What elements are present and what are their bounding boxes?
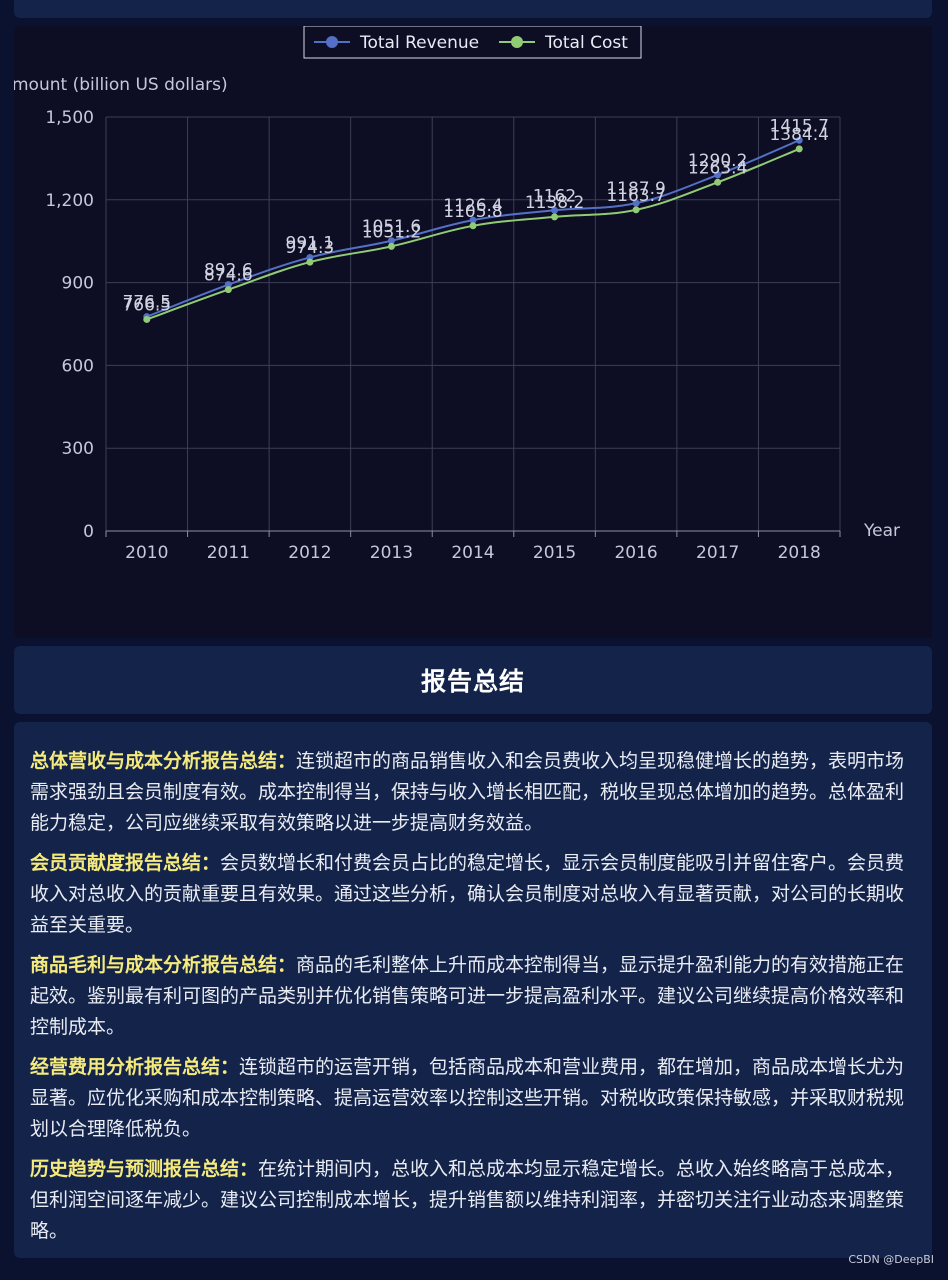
y-tick-label: 300 — [62, 439, 94, 459]
data-point — [143, 315, 151, 323]
y-tick-label: 0 — [83, 522, 94, 542]
data-label: 776.5 — [122, 293, 171, 313]
data-point — [551, 213, 559, 221]
summary-item-label: 经营费用分析报告总结： — [30, 1056, 240, 1078]
x-tick-label: 2014 — [451, 543, 494, 563]
chart-panel: 0 300 600 900 1,200 1,500 2010 2011 2012 2013 2014… — [14, 26, 932, 638]
data-label: 874.6 — [204, 266, 253, 286]
data-point — [714, 171, 722, 179]
legend-swatch-marker — [326, 36, 338, 48]
summary-item-text: 连锁超市的商品销售收入和会员费收入均呈现稳健增长的趋势，表明市场需求强劲且会员制… — [30, 750, 905, 834]
data-point — [551, 206, 559, 214]
x-axis-title: Year — [863, 521, 900, 541]
data-label: 991.1 — [286, 233, 335, 253]
summary-item-gross-margin: 商品毛利与成本分析报告总结：商品的毛利整体上升而成本控制得当，显示提升盈利能力的… — [30, 950, 908, 1043]
x-tick-label: 2012 — [288, 543, 331, 563]
y-axis-title: mount (billion US dollars) — [14, 75, 228, 95]
y-tick-label: 600 — [62, 356, 94, 376]
x-tick-label: 2016 — [614, 543, 657, 563]
data-label: 892.6 — [204, 261, 253, 281]
summary-body: 总体营收与成本分析报告总结：连锁超市的商品销售收入和会员费收入均呈现稳健增长的趋… — [14, 722, 932, 1258]
x-tick-label: 2010 — [125, 543, 168, 563]
summary-item-history-forecast: 历史趋势与预测报告总结：在统计期间内，总收入和总成本均显示稳定增长。总收入始终略… — [30, 1154, 908, 1247]
data-label: 1163.7 — [606, 186, 665, 206]
legend-item-label: Total Cost — [544, 33, 628, 53]
legend-box — [303, 26, 642, 59]
data-point — [795, 145, 803, 153]
summary-header: 报告总结 — [14, 646, 932, 714]
summary-item-label: 历史趋势与预测报告总结： — [30, 1158, 259, 1180]
data-point — [306, 258, 314, 266]
data-label: 766.5 — [122, 295, 171, 315]
data-label: 1187.9 — [606, 179, 665, 199]
watermark: CSDN @DeepBI — [848, 1253, 934, 1266]
summary-item-label: 总体营收与成本分析报告总结： — [30, 750, 297, 772]
data-label: 1031.2 — [362, 222, 421, 242]
x-tick-label: 2018 — [778, 543, 821, 563]
summary-item-text: 商品的毛利整体上升而成本控制得当，显示提升盈利能力的有效措施正在起效。鉴别最有利… — [30, 954, 905, 1038]
data-label: 1384.4 — [769, 125, 828, 145]
y-tick-label: 1,500 — [45, 108, 94, 128]
x-tick-label: 2011 — [207, 543, 250, 563]
legend-swatch-marker — [511, 36, 523, 48]
data-point — [632, 199, 640, 207]
x-tick-label: 2017 — [696, 543, 739, 563]
data-label: 1162 — [533, 186, 576, 206]
summary-title: 报告总结 — [420, 667, 525, 696]
data-label: 1415.7 — [769, 116, 828, 136]
data-label: 1051.6 — [362, 217, 421, 237]
line-chart: 0 300 600 900 1,200 1,500 2010 2011 2012 2013 2014… — [14, 26, 900, 563]
data-label: 1263.4 — [688, 158, 747, 178]
legend-item-label: Total Revenue — [359, 33, 479, 53]
y-tick-label: 900 — [62, 274, 94, 294]
summary-item-label: 会员贡献度报告总结： — [30, 852, 221, 874]
x-tick-label: 2013 — [370, 543, 413, 563]
summary-item-operating-expense: 经营费用分析报告总结：连锁超市的运营开销，包括商品成本和营业费用，都在增加，商品… — [30, 1052, 908, 1145]
data-point — [469, 222, 477, 230]
data-label: 974.3 — [286, 238, 335, 258]
data-point — [714, 178, 722, 186]
summary-item-text: 连锁超市的运营开销，包括商品成本和营业费用，都在增加，商品成本增长尤为显著。应优… — [30, 1056, 905, 1140]
summary-item-text: 在统计期间内，总收入和总成本均显示稳定增长。总收入始终略高于总成本，但利润空间逐… — [30, 1158, 905, 1242]
data-label: 1290.2 — [688, 151, 747, 171]
top-panel-edge — [14, 0, 932, 18]
summary-item-membership: 会员贡献度报告总结：会员数增长和付费会员占比的稳定增长，显示会员制度能吸引并留住… — [30, 848, 908, 941]
data-point — [224, 286, 232, 294]
data-label: 1138.2 — [525, 193, 584, 213]
x-tick-label: 2015 — [533, 543, 576, 563]
data-point — [632, 206, 640, 214]
summary-item-revenue-cost: 总体营收与成本分析报告总结：连锁超市的商品销售收入和会员费收入均呈现稳健增长的趋… — [30, 746, 908, 839]
data-point — [795, 136, 803, 144]
data-label: 1126.4 — [443, 196, 502, 216]
data-point — [387, 242, 395, 250]
summary-item-label: 商品毛利与成本分析报告总结： — [30, 954, 297, 976]
data-label: 1105.8 — [443, 202, 502, 222]
summary-item-text: 会员数增长和付费会员占比的稳定增长，显示会员制度能吸引并留住客户。会员费收入对总… — [30, 852, 905, 936]
y-tick-label: 1,200 — [45, 191, 94, 211]
